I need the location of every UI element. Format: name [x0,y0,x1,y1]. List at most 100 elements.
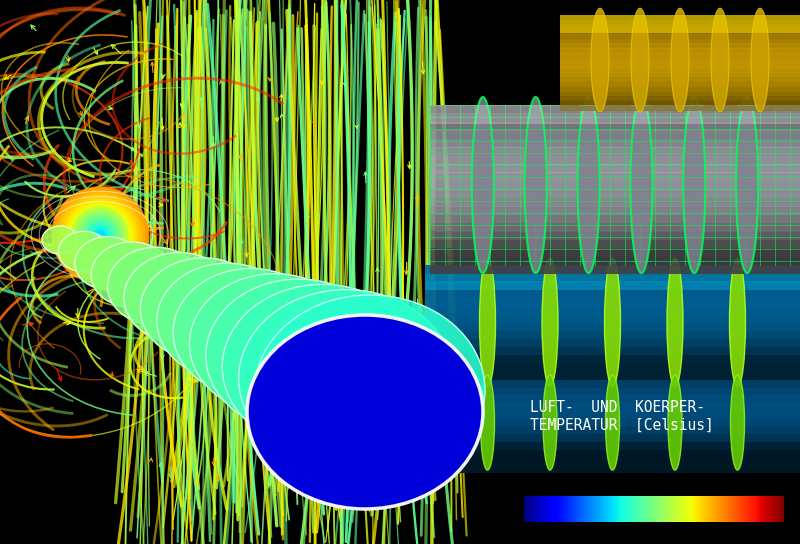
Circle shape [77,212,123,258]
Ellipse shape [262,327,468,497]
Bar [675,411,738,419]
Bar [425,380,487,388]
Bar [613,426,675,435]
Circle shape [99,234,101,236]
Bar [550,419,613,426]
Bar [487,298,550,306]
Ellipse shape [253,320,477,504]
Ellipse shape [671,8,689,112]
Bar [675,314,738,323]
Bar [613,380,675,388]
Bar [675,372,738,380]
Bar [487,380,550,388]
Bar [425,298,487,306]
Ellipse shape [350,400,380,424]
Ellipse shape [751,8,769,112]
Bar [613,388,675,396]
Bar [550,434,613,442]
Bar [560,77,800,82]
Bar [550,395,613,404]
Bar [738,273,800,282]
Circle shape [81,216,119,254]
Bar [425,323,487,331]
Circle shape [62,197,138,273]
Circle shape [80,215,120,255]
Bar [613,403,675,411]
Bar [430,122,800,131]
Ellipse shape [265,330,466,494]
Bar [675,347,738,356]
Bar [613,298,675,306]
Ellipse shape [303,361,427,463]
Ellipse shape [297,356,433,468]
Ellipse shape [324,378,406,446]
Bar [560,105,800,110]
Bar [560,96,800,101]
Ellipse shape [347,398,382,426]
Ellipse shape [255,295,485,485]
Ellipse shape [74,237,141,289]
Bar [738,265,800,274]
Bar [487,306,550,315]
Bar [425,449,487,458]
Bar [613,289,675,298]
Bar [425,372,487,380]
Ellipse shape [356,405,374,419]
Ellipse shape [591,8,609,112]
Ellipse shape [330,383,400,441]
Bar [738,395,800,404]
Bar [738,355,800,364]
Circle shape [84,219,116,251]
Bar [425,426,487,435]
Ellipse shape [472,97,494,273]
Bar [738,465,800,473]
Bar [738,380,800,388]
Bar [738,306,800,315]
Ellipse shape [294,354,436,470]
Circle shape [87,222,113,248]
Bar [560,24,800,30]
Bar [430,197,800,207]
Bar [550,403,613,411]
Bar [430,206,800,215]
Bar [550,281,613,290]
Bar [613,273,675,282]
Bar [430,139,800,147]
Circle shape [64,199,136,271]
Bar [738,289,800,298]
Circle shape [71,206,129,264]
Ellipse shape [359,407,371,417]
Ellipse shape [730,258,746,387]
Bar [550,323,613,331]
Circle shape [93,228,107,242]
Bar [738,372,800,380]
Ellipse shape [306,363,424,461]
Bar [675,363,738,372]
Circle shape [74,209,126,261]
Circle shape [85,220,115,250]
Bar [560,15,800,33]
Ellipse shape [318,373,412,451]
Ellipse shape [309,366,421,458]
Bar [487,411,550,419]
Circle shape [58,193,142,277]
Circle shape [70,205,130,265]
Bar [487,434,550,442]
Bar [430,181,800,190]
Ellipse shape [247,315,483,509]
Bar [487,314,550,323]
Ellipse shape [543,375,557,470]
Bar [675,395,738,404]
Ellipse shape [268,332,462,492]
Ellipse shape [58,231,110,272]
Bar [425,331,487,339]
Circle shape [95,230,105,240]
Bar [430,248,800,257]
Bar [430,105,800,114]
Bar [487,331,550,339]
Bar [738,403,800,411]
Bar [425,347,487,356]
Bar [738,426,800,435]
Bar [550,388,613,396]
Circle shape [78,213,122,257]
